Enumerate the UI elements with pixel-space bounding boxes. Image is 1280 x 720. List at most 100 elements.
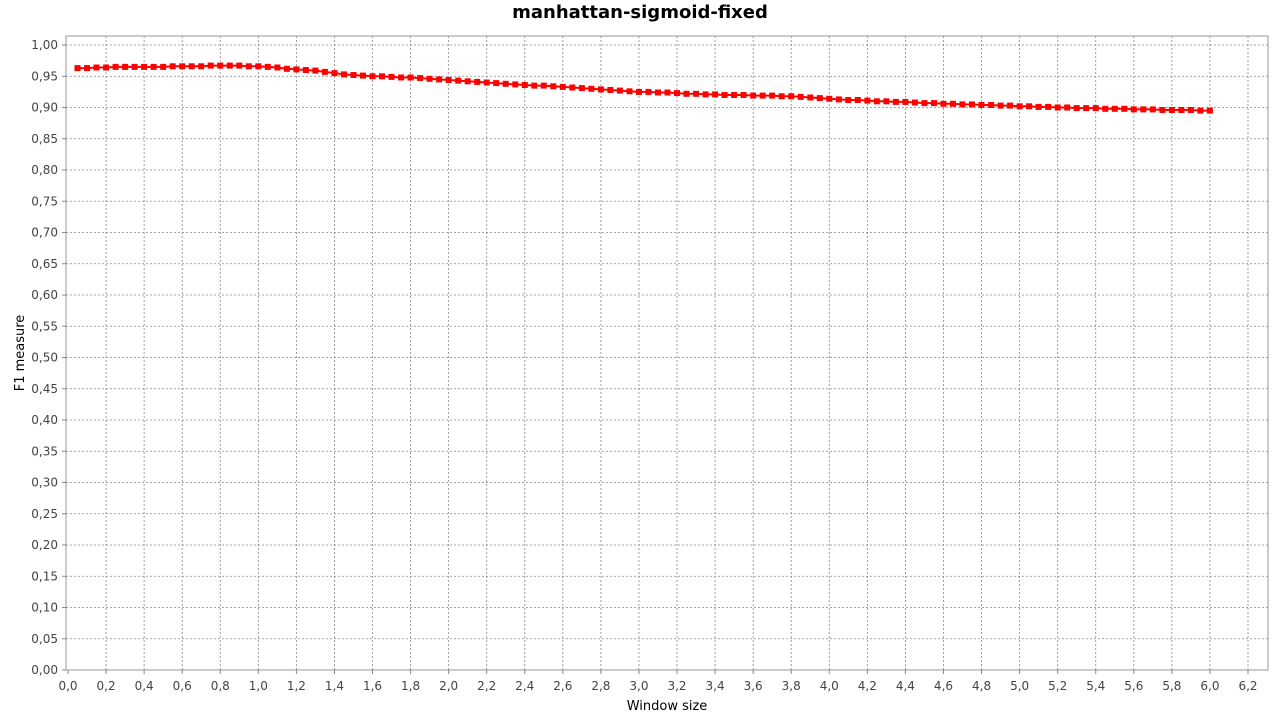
- data-point: [911, 99, 918, 106]
- x-tick-label: 1,8: [401, 679, 420, 693]
- data-point: [607, 87, 614, 93]
- data-point: [84, 65, 90, 72]
- data-point: [683, 90, 690, 97]
- data-point: [550, 83, 557, 90]
- data-point: [226, 62, 233, 69]
- data-point: [788, 93, 795, 100]
- data-point: [626, 88, 633, 95]
- data-point: [769, 92, 776, 99]
- data-point: [588, 85, 595, 92]
- data-point: [645, 88, 652, 95]
- data-point: [1007, 102, 1014, 109]
- data-point: [426, 75, 433, 82]
- y-tick-label: 0,05: [31, 632, 58, 646]
- data-point: [854, 97, 861, 103]
- data-point: [293, 66, 300, 73]
- y-tick-label: 0,25: [31, 507, 58, 521]
- data-point: [1083, 105, 1090, 112]
- x-tick-label: 6,0: [1200, 679, 1219, 693]
- data-point: [1102, 105, 1109, 112]
- data-point: [892, 98, 899, 105]
- x-tick-label: 4,0: [820, 679, 839, 693]
- data-point: [388, 73, 395, 80]
- data-point: [1035, 103, 1042, 110]
- y-tick-label: 0,95: [31, 69, 58, 83]
- data-point: [559, 83, 566, 90]
- data-point: [236, 62, 243, 69]
- data-point: [969, 101, 975, 108]
- data-point: [417, 75, 424, 82]
- x-tick-label: 0,6: [173, 679, 192, 693]
- x-tick-label: 5,4: [1086, 679, 1105, 693]
- data-point: [464, 78, 471, 85]
- y-tick-label: 1,00: [31, 38, 58, 52]
- x-tick-label: 5,0: [1010, 679, 1029, 693]
- data-point: [1149, 106, 1156, 113]
- data-point: [1092, 105, 1099, 112]
- data-point: [1206, 107, 1213, 114]
- data-point: [997, 102, 1004, 109]
- data-point: [93, 64, 100, 71]
- x-tick-label: 4,6: [934, 679, 953, 693]
- data-point: [778, 93, 785, 100]
- x-tick-label: 5,8: [1162, 679, 1181, 693]
- data-point: [379, 73, 385, 80]
- data-point: [616, 87, 623, 94]
- data-point: [1159, 107, 1166, 113]
- x-tick-label: 6,2: [1238, 679, 1257, 693]
- data-point: [1054, 104, 1061, 111]
- data-point: [835, 96, 842, 103]
- data-point: [521, 82, 528, 88]
- y-tick-label: 0,40: [31, 413, 58, 427]
- y-tick-label: 0,75: [31, 194, 58, 208]
- data-point: [1016, 103, 1023, 110]
- x-tick-label: 2,8: [591, 679, 610, 693]
- data-point: [255, 63, 262, 70]
- data-point: [1073, 105, 1080, 112]
- data-point: [712, 91, 719, 98]
- y-tick-label: 0,90: [31, 101, 58, 115]
- x-tick-label: 5,6: [1124, 679, 1143, 693]
- data-point: [1026, 103, 1033, 110]
- x-tick-label: 3,6: [744, 679, 763, 693]
- x-tick-label: 3,8: [782, 679, 801, 693]
- y-tick-label: 0,10: [31, 601, 58, 615]
- data-point: [179, 63, 186, 70]
- data-point: [1187, 107, 1194, 113]
- data-point: [1111, 105, 1118, 112]
- data-point: [112, 63, 119, 70]
- y-tick-label: 0,15: [31, 569, 58, 583]
- data-point: [312, 67, 319, 74]
- y-tick-label: 0,50: [31, 351, 58, 365]
- data-point: [931, 100, 937, 107]
- data-point: [198, 63, 205, 70]
- data-point: [321, 68, 328, 75]
- data-point: [1064, 104, 1071, 111]
- data-point: [283, 65, 290, 72]
- x-tick-label: 2,0: [439, 679, 458, 693]
- data-point: [483, 79, 490, 86]
- data-point: [883, 98, 890, 105]
- x-tick-label: 0,2: [97, 679, 116, 693]
- data-point: [264, 63, 271, 70]
- x-tick-label: 5,2: [1048, 679, 1067, 693]
- x-tick-label: 0,0: [58, 679, 77, 693]
- x-tick-label: 2,6: [553, 679, 572, 693]
- data-point: [398, 74, 405, 81]
- y-tick-label: 0,85: [31, 132, 58, 146]
- data-point: [122, 63, 129, 70]
- data-point: [207, 62, 214, 69]
- data-point: [131, 63, 138, 70]
- data-point: [74, 65, 81, 72]
- x-tick-label: 3,0: [629, 679, 648, 693]
- x-tick-label: 3,2: [667, 679, 686, 693]
- data-point: [978, 102, 985, 108]
- x-tick-label: 1,6: [363, 679, 382, 693]
- grid-lines: [66, 36, 1268, 670]
- data-point: [655, 89, 661, 96]
- data-point: [302, 67, 309, 73]
- y-tick-label: 0,00: [31, 663, 58, 677]
- data-point: [940, 100, 947, 107]
- data-point: [103, 64, 110, 71]
- data-point: [1121, 105, 1128, 112]
